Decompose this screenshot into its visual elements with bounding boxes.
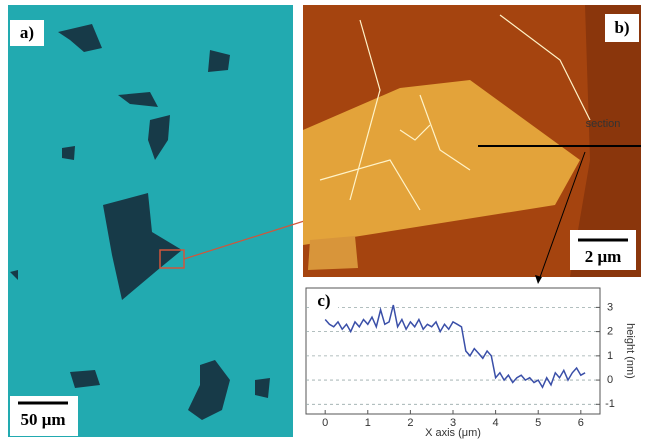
figure: a) 50 μm section b) 2 μm X axis (μm) hei… [0,0,645,441]
x-tick-label: 5 [535,417,541,429]
y-tick-label: 0 [607,374,613,386]
x-tick-label: 3 [450,417,456,429]
x-tick-label: 0 [322,417,328,429]
y-tick-label: 2 [607,326,613,338]
y-tick-label: 1 [607,350,613,362]
afm-flake [308,236,358,270]
plot-frame [306,288,600,414]
x-tick-label: 1 [365,417,371,429]
x-tick-label: 4 [493,417,499,429]
y-axis-label: height (nm) [624,323,636,379]
panel-label: c) [317,291,330,310]
x-tick-label: 6 [578,417,584,429]
panel-label: b) [614,18,629,37]
flake [255,378,270,398]
flake [70,370,100,388]
x-tick-label: 2 [407,417,413,429]
scale-label: 2 μm [585,247,622,266]
y-tick-label: 3 [607,301,613,313]
section-label: section [586,118,621,130]
panel-label: a) [20,23,34,42]
y-tick-label: -1 [605,398,615,410]
flake [62,146,75,160]
scale-label: 50 μm [20,410,65,429]
